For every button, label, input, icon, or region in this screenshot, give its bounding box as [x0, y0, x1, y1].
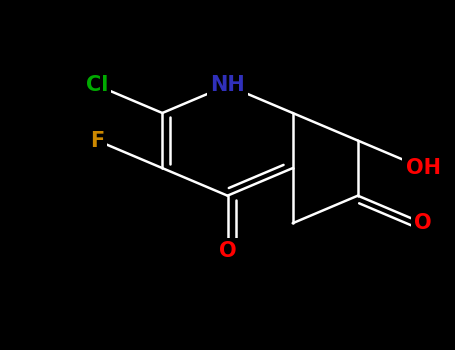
Text: O: O	[219, 241, 236, 261]
Text: O: O	[414, 213, 432, 233]
Text: OH: OH	[405, 158, 440, 178]
Text: NH: NH	[210, 76, 245, 96]
Text: F: F	[90, 131, 104, 150]
Text: Cl: Cl	[86, 76, 108, 96]
